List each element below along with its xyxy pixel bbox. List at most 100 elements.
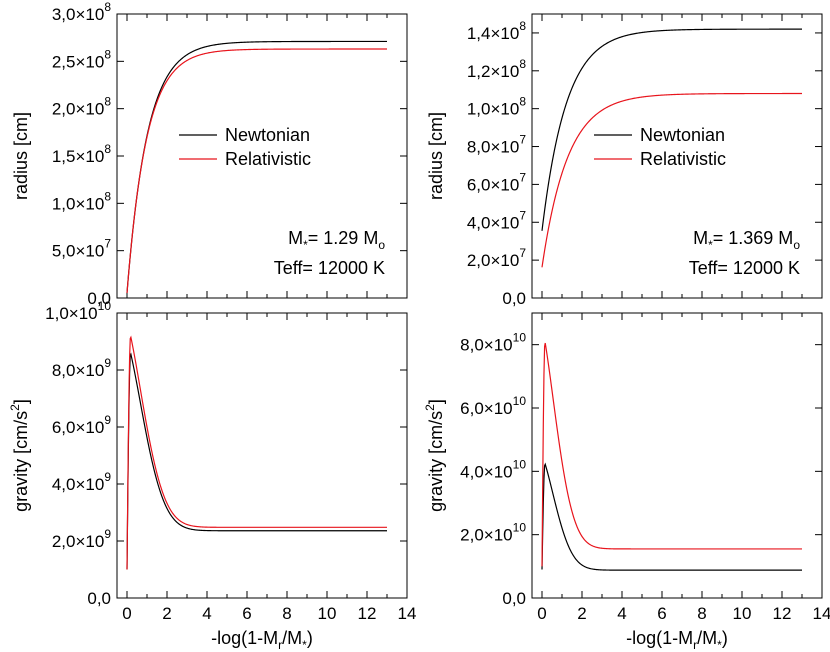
y-tick-mantissa: 8,0×10 <box>52 361 104 380</box>
mass-annotation-value: = 1.29 M <box>308 228 379 248</box>
y-tick-label: 1,0×108 <box>467 95 526 119</box>
plot-frame <box>531 312 823 599</box>
teff-annotation: Teff= 12000 K <box>689 258 800 278</box>
y-tick-mantissa: 0,0 <box>502 589 526 608</box>
x-axis-title-part: ) <box>722 628 728 648</box>
y-axis-title-main: gravity [cm/s <box>11 411 31 512</box>
x-axis-title-sub: * <box>717 638 722 652</box>
y-tick-mantissa: 6,0×10 <box>460 399 512 418</box>
y-tick-label: 1,0×1010 <box>45 299 111 323</box>
y-tick-mantissa: 6,0×10 <box>467 175 519 194</box>
y-tick-label: 0,0 <box>502 289 526 308</box>
x-tick-label: 14 <box>398 604 417 623</box>
y-tick-mantissa: 0,0 <box>87 589 111 608</box>
y-tick-label: 4,0×1010 <box>460 457 526 481</box>
x-tick-label: 14 <box>813 604 830 623</box>
series-line-relativistic <box>541 92 802 268</box>
y-tick-exponent: 8 <box>519 95 526 109</box>
y-tick-label: 2,0×108 <box>52 95 111 119</box>
panel-radius-left: 0,05,0×1071,0×1081,5×1082,0×1082,5×1083,… <box>11 0 408 308</box>
y-tick-exponent: 7 <box>519 170 526 184</box>
y-tick-mantissa: 2,0×10 <box>52 100 104 119</box>
panel-radius-right: 0,02,0×1074,0×1076,0×1078,0×1071,0×1081,… <box>426 13 823 308</box>
legend-label-newtonian: Newtonian <box>225 125 310 145</box>
y-tick-mantissa: 2,5×10 <box>52 52 104 71</box>
series-line-relativistic <box>126 48 387 294</box>
series-line-newtonian <box>541 28 802 231</box>
x-tick-label: 6 <box>657 604 666 623</box>
y-tick-label: 0,0 <box>87 289 111 308</box>
y-axis-title-end: ] <box>426 399 446 404</box>
y-tick-mantissa: 1,4×10 <box>467 24 519 43</box>
x-axis-title: -log(1-Mr/M*) <box>626 628 728 652</box>
y-tick-mantissa: 1,0×10 <box>467 100 519 119</box>
y-tick-exponent: 10 <box>98 299 112 313</box>
x-tick-label: 4 <box>202 604 211 623</box>
y-tick-mantissa: 4,0×10 <box>460 462 512 481</box>
y-axis-title: radius [cm] <box>11 112 31 200</box>
y-tick-mantissa: 5,0×10 <box>52 242 104 261</box>
x-tick-label: 4 <box>617 604 626 623</box>
y-tick-exponent: 8 <box>519 19 526 33</box>
y-tick-label: 8,0×109 <box>52 356 111 380</box>
y-tick-exponent: 10 <box>513 331 527 345</box>
panel-gravity-left: 0 2 4 6 8 10 12 140,02,0×1094,0×1096,0×1098,0×1… <box>8 299 416 652</box>
y-tick-label: 6,0×107 <box>467 170 526 194</box>
mass-annotation: M*= 1.29 Mo <box>288 228 385 252</box>
y-tick-mantissa: 0,0 <box>87 289 111 308</box>
y-tick-exponent: 8 <box>104 142 111 156</box>
mass-annotation-value: = 1.369 M <box>713 228 794 248</box>
y-tick-mantissa: 2,0×10 <box>467 251 519 270</box>
y-tick-exponent: 7 <box>519 133 526 147</box>
y-tick-mantissa: 0,0 <box>502 289 526 308</box>
y-tick-mantissa: 1,2×10 <box>467 62 519 81</box>
y-axis-title-main: gravity [cm/s <box>426 411 446 512</box>
x-tick-label: 8 <box>282 604 291 623</box>
legend-label-newtonian: Newtonian <box>640 125 725 145</box>
y-tick-label: 0,0 <box>87 589 111 608</box>
x-tick-label: 2 <box>577 604 586 623</box>
x-axis-title-sub: r <box>693 638 697 652</box>
x-tick-label: 0 <box>122 604 131 623</box>
x-axis-title-part: /M <box>282 628 302 648</box>
legend-label-relativistic: Relativistic <box>640 149 726 169</box>
series-line-newtonian <box>541 462 802 571</box>
y-tick-label: 8,0×1010 <box>460 331 526 355</box>
y-tick-exponent: 9 <box>104 356 111 370</box>
series-line-relativistic <box>126 335 387 570</box>
y-tick-mantissa: 6,0×10 <box>52 418 104 437</box>
y-tick-exponent: 10 <box>513 457 527 471</box>
mass-annotation-sun: o <box>793 238 800 252</box>
series-line-relativistic <box>541 342 802 567</box>
x-tick-label: 10 <box>733 604 752 623</box>
plot-frame <box>116 312 408 599</box>
y-tick-mantissa: 1,5×10 <box>52 147 104 166</box>
y-tick-label: 2,0×107 <box>467 246 526 270</box>
mass-annotation: M*= 1.369 Mo <box>693 228 800 252</box>
x-axis-title-part: ) <box>307 628 313 648</box>
y-tick-label: 4,0×109 <box>52 470 111 494</box>
x-axis-title-part: -log(1-M <box>211 628 278 648</box>
y-tick-mantissa: 4,0×10 <box>52 475 104 494</box>
x-axis-title-part: -log(1-M <box>626 628 693 648</box>
y-tick-exponent: 9 <box>104 413 111 427</box>
y-tick-label: 2,5×108 <box>52 47 111 71</box>
y-tick-mantissa: 1,0×10 <box>45 304 97 323</box>
y-tick-mantissa: 2,0×10 <box>460 526 512 545</box>
y-tick-exponent: 10 <box>513 521 527 535</box>
y-tick-label: 0,0 <box>502 589 526 608</box>
x-tick-label: 12 <box>773 604 792 623</box>
x-tick-label: 8 <box>697 604 706 623</box>
y-tick-exponent: 9 <box>104 470 111 484</box>
y-tick-mantissa: 4,0×10 <box>467 213 519 232</box>
y-tick-mantissa: 8,0×10 <box>467 138 519 157</box>
y-tick-exponent: 8 <box>104 189 111 203</box>
x-tick-label: 10 <box>318 604 337 623</box>
y-axis-title: radius [cm] <box>426 112 446 200</box>
panel-gravity-right: 0 2 4 6 8 10 12 140,02,0×10104,0×10106,0×10108,… <box>423 312 830 652</box>
series-line-newtonian <box>126 352 387 570</box>
x-tick-label: 12 <box>358 604 377 623</box>
mass-annotation-star: * <box>303 238 308 252</box>
mass-annotation-m: M <box>693 228 708 248</box>
